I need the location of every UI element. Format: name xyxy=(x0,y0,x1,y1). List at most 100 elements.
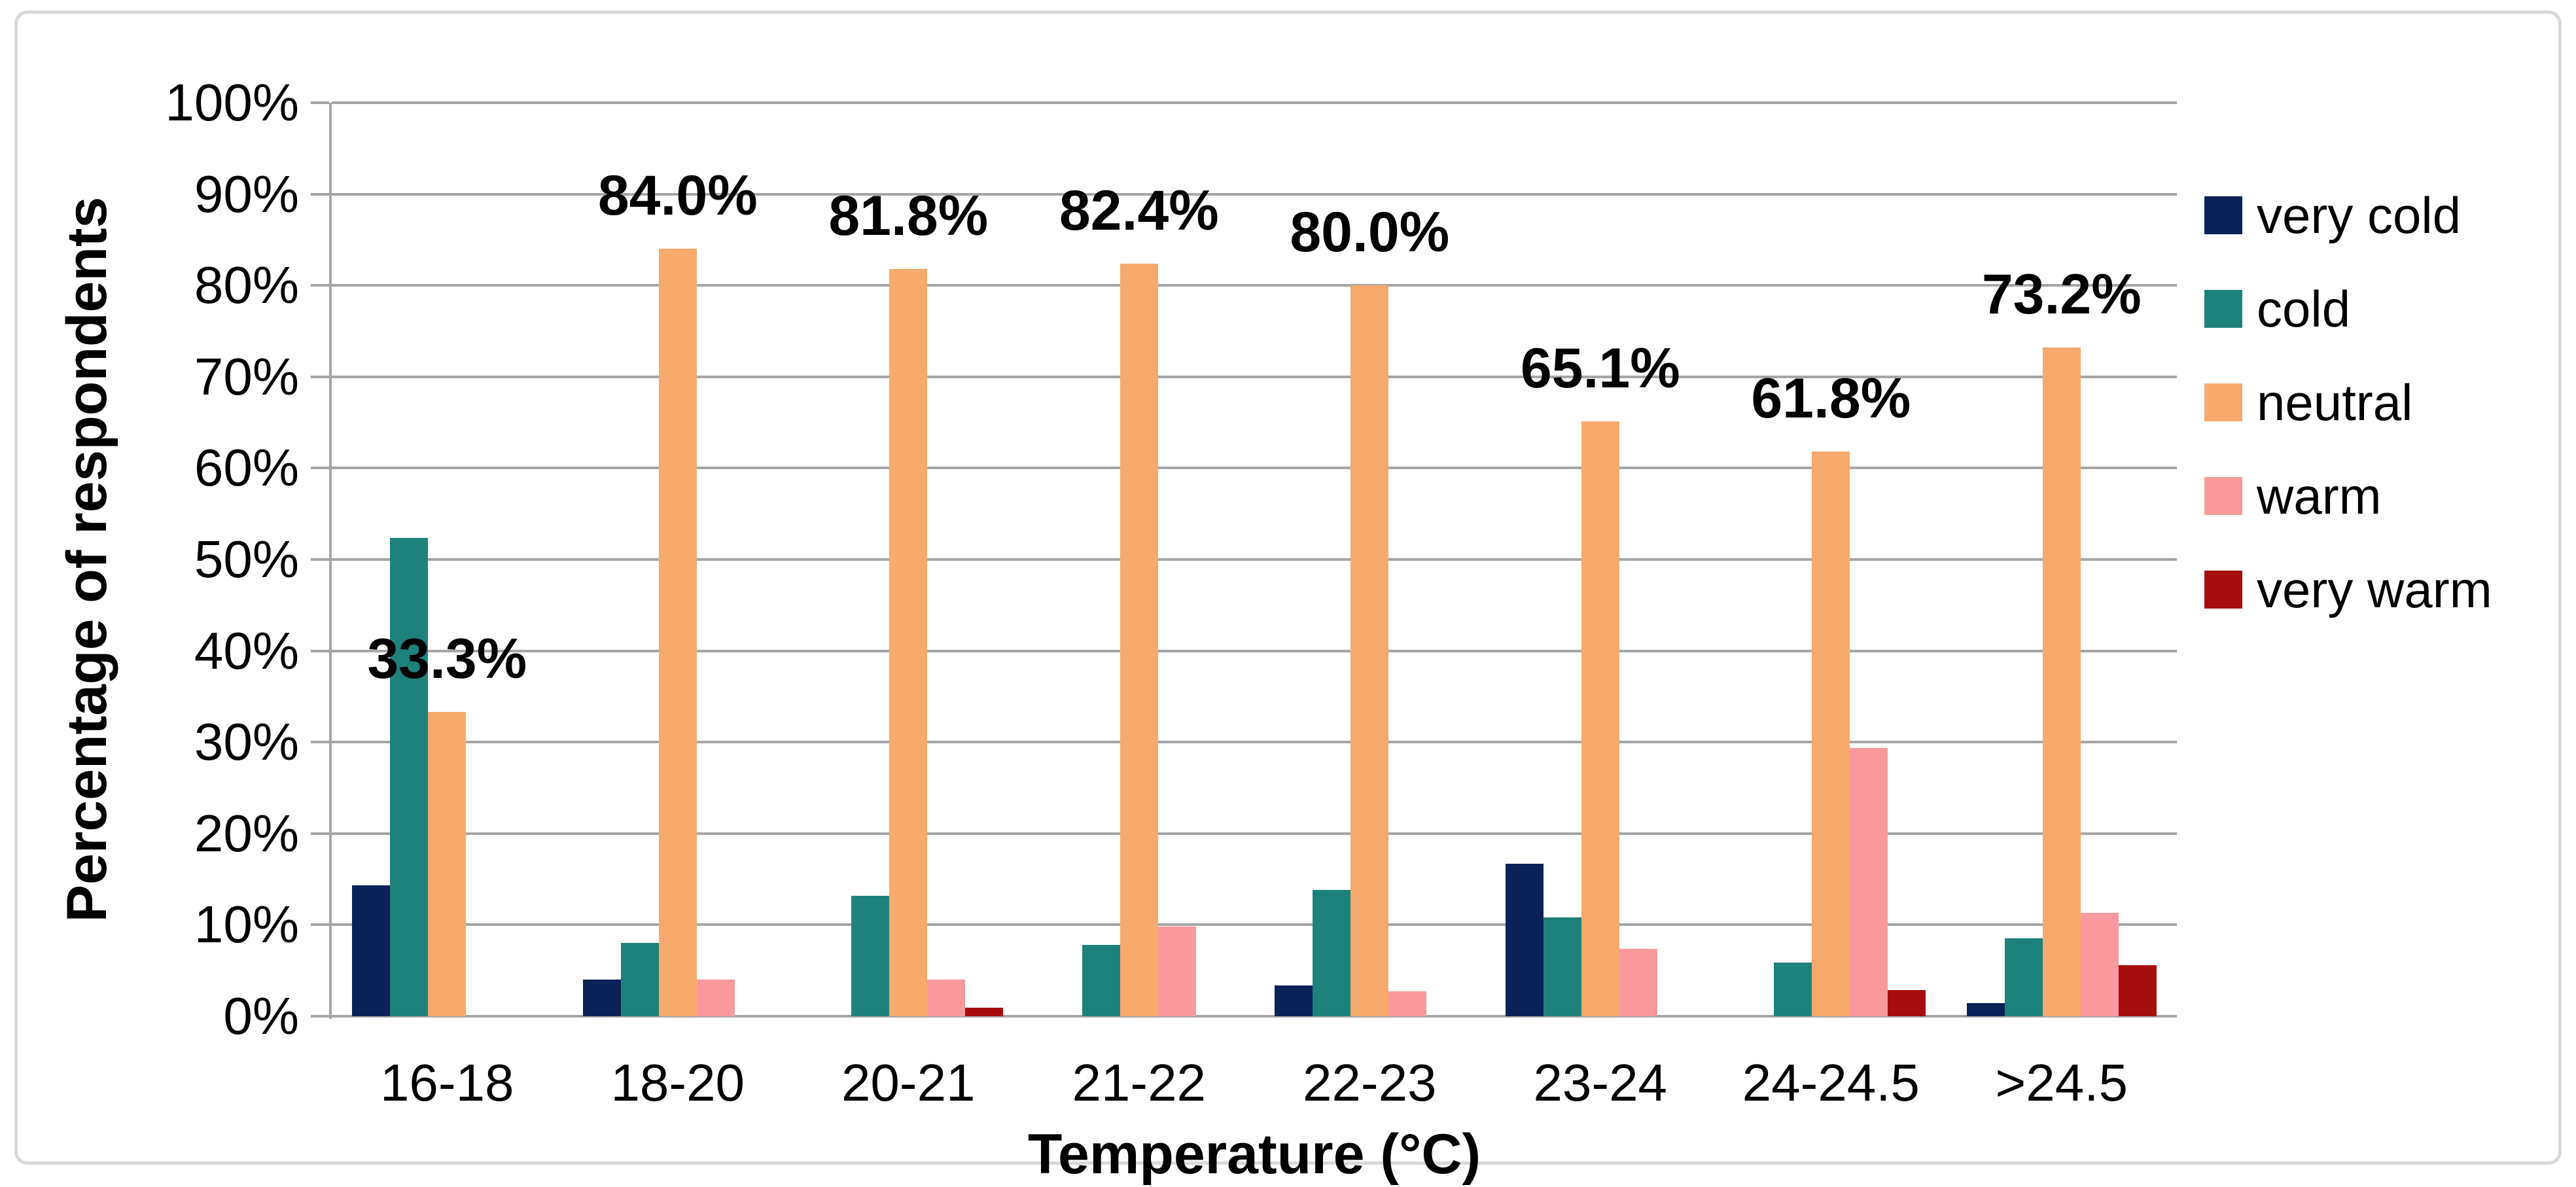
plot-area: 0% 10% 20% 30% 40% 50% 60% 70% 80% 90% 100% 33.3% 84… xyxy=(165,75,2177,1110)
legend-swatch-very-warm xyxy=(2204,571,2242,609)
bar-neutral-24-24-5 xyxy=(1812,452,1850,1016)
chart-figure: Percentage of respondents 0% 10% 20% 30% 40%… xyxy=(14,10,2562,1186)
bar-cold-18-20 xyxy=(620,943,659,1016)
gridline-10 xyxy=(332,923,2177,927)
legend-label-cold: cold xyxy=(2257,280,2351,338)
bar-warm-24-24-5 xyxy=(1850,747,1888,1016)
bar-value-label-18-20: 84.0% xyxy=(597,164,758,228)
x-tick-label-24-24-5: 24-24.5 xyxy=(1742,1054,1920,1112)
bar-cold-22-23 xyxy=(1313,890,1351,1016)
legend: very cold cold neutral warm very warm xyxy=(2204,189,2492,616)
legend-label-warm: warm xyxy=(2257,467,2382,525)
gridline-0 xyxy=(332,1015,2177,1018)
gridline-80 xyxy=(332,284,2177,287)
bar-value-label-24-24-5: 61.8% xyxy=(1751,367,1911,431)
y-tickmark-30 xyxy=(311,741,329,744)
bar-warm-18-20 xyxy=(696,980,735,1016)
y-tickmark-20 xyxy=(311,832,329,835)
gridline-20 xyxy=(332,832,2177,835)
bar-neutral-20-21 xyxy=(889,269,928,1016)
y-tick-label-80: 80% xyxy=(194,256,299,315)
gridline-100 xyxy=(332,101,2177,104)
gridline-60 xyxy=(332,467,2177,470)
bar-cold-24-5 xyxy=(2004,938,2043,1016)
y-tick-label-0: 0% xyxy=(223,987,299,1045)
bar-value-label-21-22: 82.4% xyxy=(1059,179,1219,242)
y-tick-label-60: 60% xyxy=(194,438,299,497)
legend-item-warm: warm xyxy=(2204,470,2492,522)
y-tickmark-80 xyxy=(311,284,329,287)
y-tickmark-50 xyxy=(311,558,329,561)
bar-cold-21-22 xyxy=(1082,945,1120,1016)
legend-item-very-warm: very warm xyxy=(2204,563,2492,616)
bar-very-cold-16-18 xyxy=(352,885,391,1016)
x-tick-label-24-5: >24.5 xyxy=(1995,1054,2128,1112)
y-tick-label-30: 30% xyxy=(194,713,299,771)
y-tickmark-0 xyxy=(311,1015,329,1018)
legend-swatch-very-cold xyxy=(2204,196,2242,234)
legend-swatch-cold xyxy=(2204,290,2242,328)
bar-cold-23-24 xyxy=(1543,917,1581,1016)
bar-neutral-22-23 xyxy=(1350,285,1389,1016)
bar-warm-20-21 xyxy=(927,980,966,1016)
x-tick-label-18-20: 18-20 xyxy=(610,1054,745,1112)
bar-neutral-23-24 xyxy=(1581,421,1619,1016)
gridline-50 xyxy=(332,558,2177,561)
y-tick-label-10: 10% xyxy=(194,895,299,954)
y-tick-label-20: 20% xyxy=(194,804,299,862)
y-tickmark-10 xyxy=(311,923,329,927)
x-tick-label-22-23: 22-23 xyxy=(1302,1054,1437,1112)
bar-neutral-16-18 xyxy=(428,712,467,1016)
legend-label-neutral: neutral xyxy=(2257,374,2413,431)
y-tick-label-100: 100% xyxy=(165,73,299,132)
bar-very-cold-24-5 xyxy=(1966,1003,2005,1016)
bar-warm-24-5 xyxy=(2080,913,2119,1016)
bar-cold-20-21 xyxy=(851,895,890,1016)
legend-item-cold: cold xyxy=(2204,283,2492,335)
gridline-90 xyxy=(332,192,2177,196)
y-tickmark-70 xyxy=(311,375,329,378)
y-tickmark-40 xyxy=(311,649,329,652)
bar-value-label-16-18: 33.3% xyxy=(367,628,527,691)
bar-very-cold-22-23 xyxy=(1275,985,1313,1016)
gridline-70 xyxy=(332,375,2177,378)
y-tick-label-70: 70% xyxy=(194,347,299,406)
y-tickmark-100 xyxy=(311,101,329,104)
y-tick-label-90: 90% xyxy=(194,164,299,223)
bar-warm-23-24 xyxy=(1619,948,1657,1016)
y-tick-label-40: 40% xyxy=(194,621,299,680)
legend-label-very-warm: very warm xyxy=(2257,561,2492,618)
legend-item-very-cold: very cold xyxy=(2204,189,2492,241)
x-tick-label-20-21: 20-21 xyxy=(841,1054,976,1112)
y-tick-label-50: 50% xyxy=(194,530,299,588)
x-axis-title: Temperature (°C) xyxy=(1027,1123,1481,1186)
x-tick-label-21-22: 21-22 xyxy=(1072,1054,1207,1112)
gridline-40 xyxy=(332,649,2177,652)
bar-very-cold-18-20 xyxy=(582,980,621,1016)
bar-value-label-23-24: 65.1% xyxy=(1520,337,1680,400)
gridline-30 xyxy=(332,741,2177,744)
bar-very-warm-24-24-5 xyxy=(1888,989,1926,1016)
legend-swatch-neutral xyxy=(2204,383,2242,421)
x-tick-label-23-24: 23-24 xyxy=(1533,1054,1668,1112)
bar-cold-16-18 xyxy=(390,537,429,1016)
bar-value-label-24-5: 73.2% xyxy=(1981,263,2142,327)
legend-swatch-warm xyxy=(2204,477,2242,515)
legend-item-neutral: neutral xyxy=(2204,376,2492,429)
bar-very-cold-23-24 xyxy=(1505,863,1544,1016)
bar-warm-22-23 xyxy=(1388,991,1427,1016)
bar-value-label-22-23: 80.0% xyxy=(1290,201,1450,264)
bar-very-warm-24-5 xyxy=(2118,965,2157,1016)
x-tick-label-16-18: 16-18 xyxy=(379,1054,514,1112)
bar-cold-24-24-5 xyxy=(1774,962,1812,1016)
bar-neutral-21-22 xyxy=(1120,263,1158,1016)
y-axis-line xyxy=(329,103,332,1019)
bar-neutral-24-5 xyxy=(2042,347,2081,1016)
bar-value-label-20-21: 81.8% xyxy=(828,185,989,248)
bar-neutral-18-20 xyxy=(658,249,697,1016)
legend-label-very-cold: very cold xyxy=(2257,186,2461,244)
bar-very-warm-20-21 xyxy=(965,1008,1004,1016)
bar-warm-21-22 xyxy=(1157,927,1196,1016)
y-tickmark-90 xyxy=(311,192,329,196)
y-tickmark-60 xyxy=(311,467,329,470)
